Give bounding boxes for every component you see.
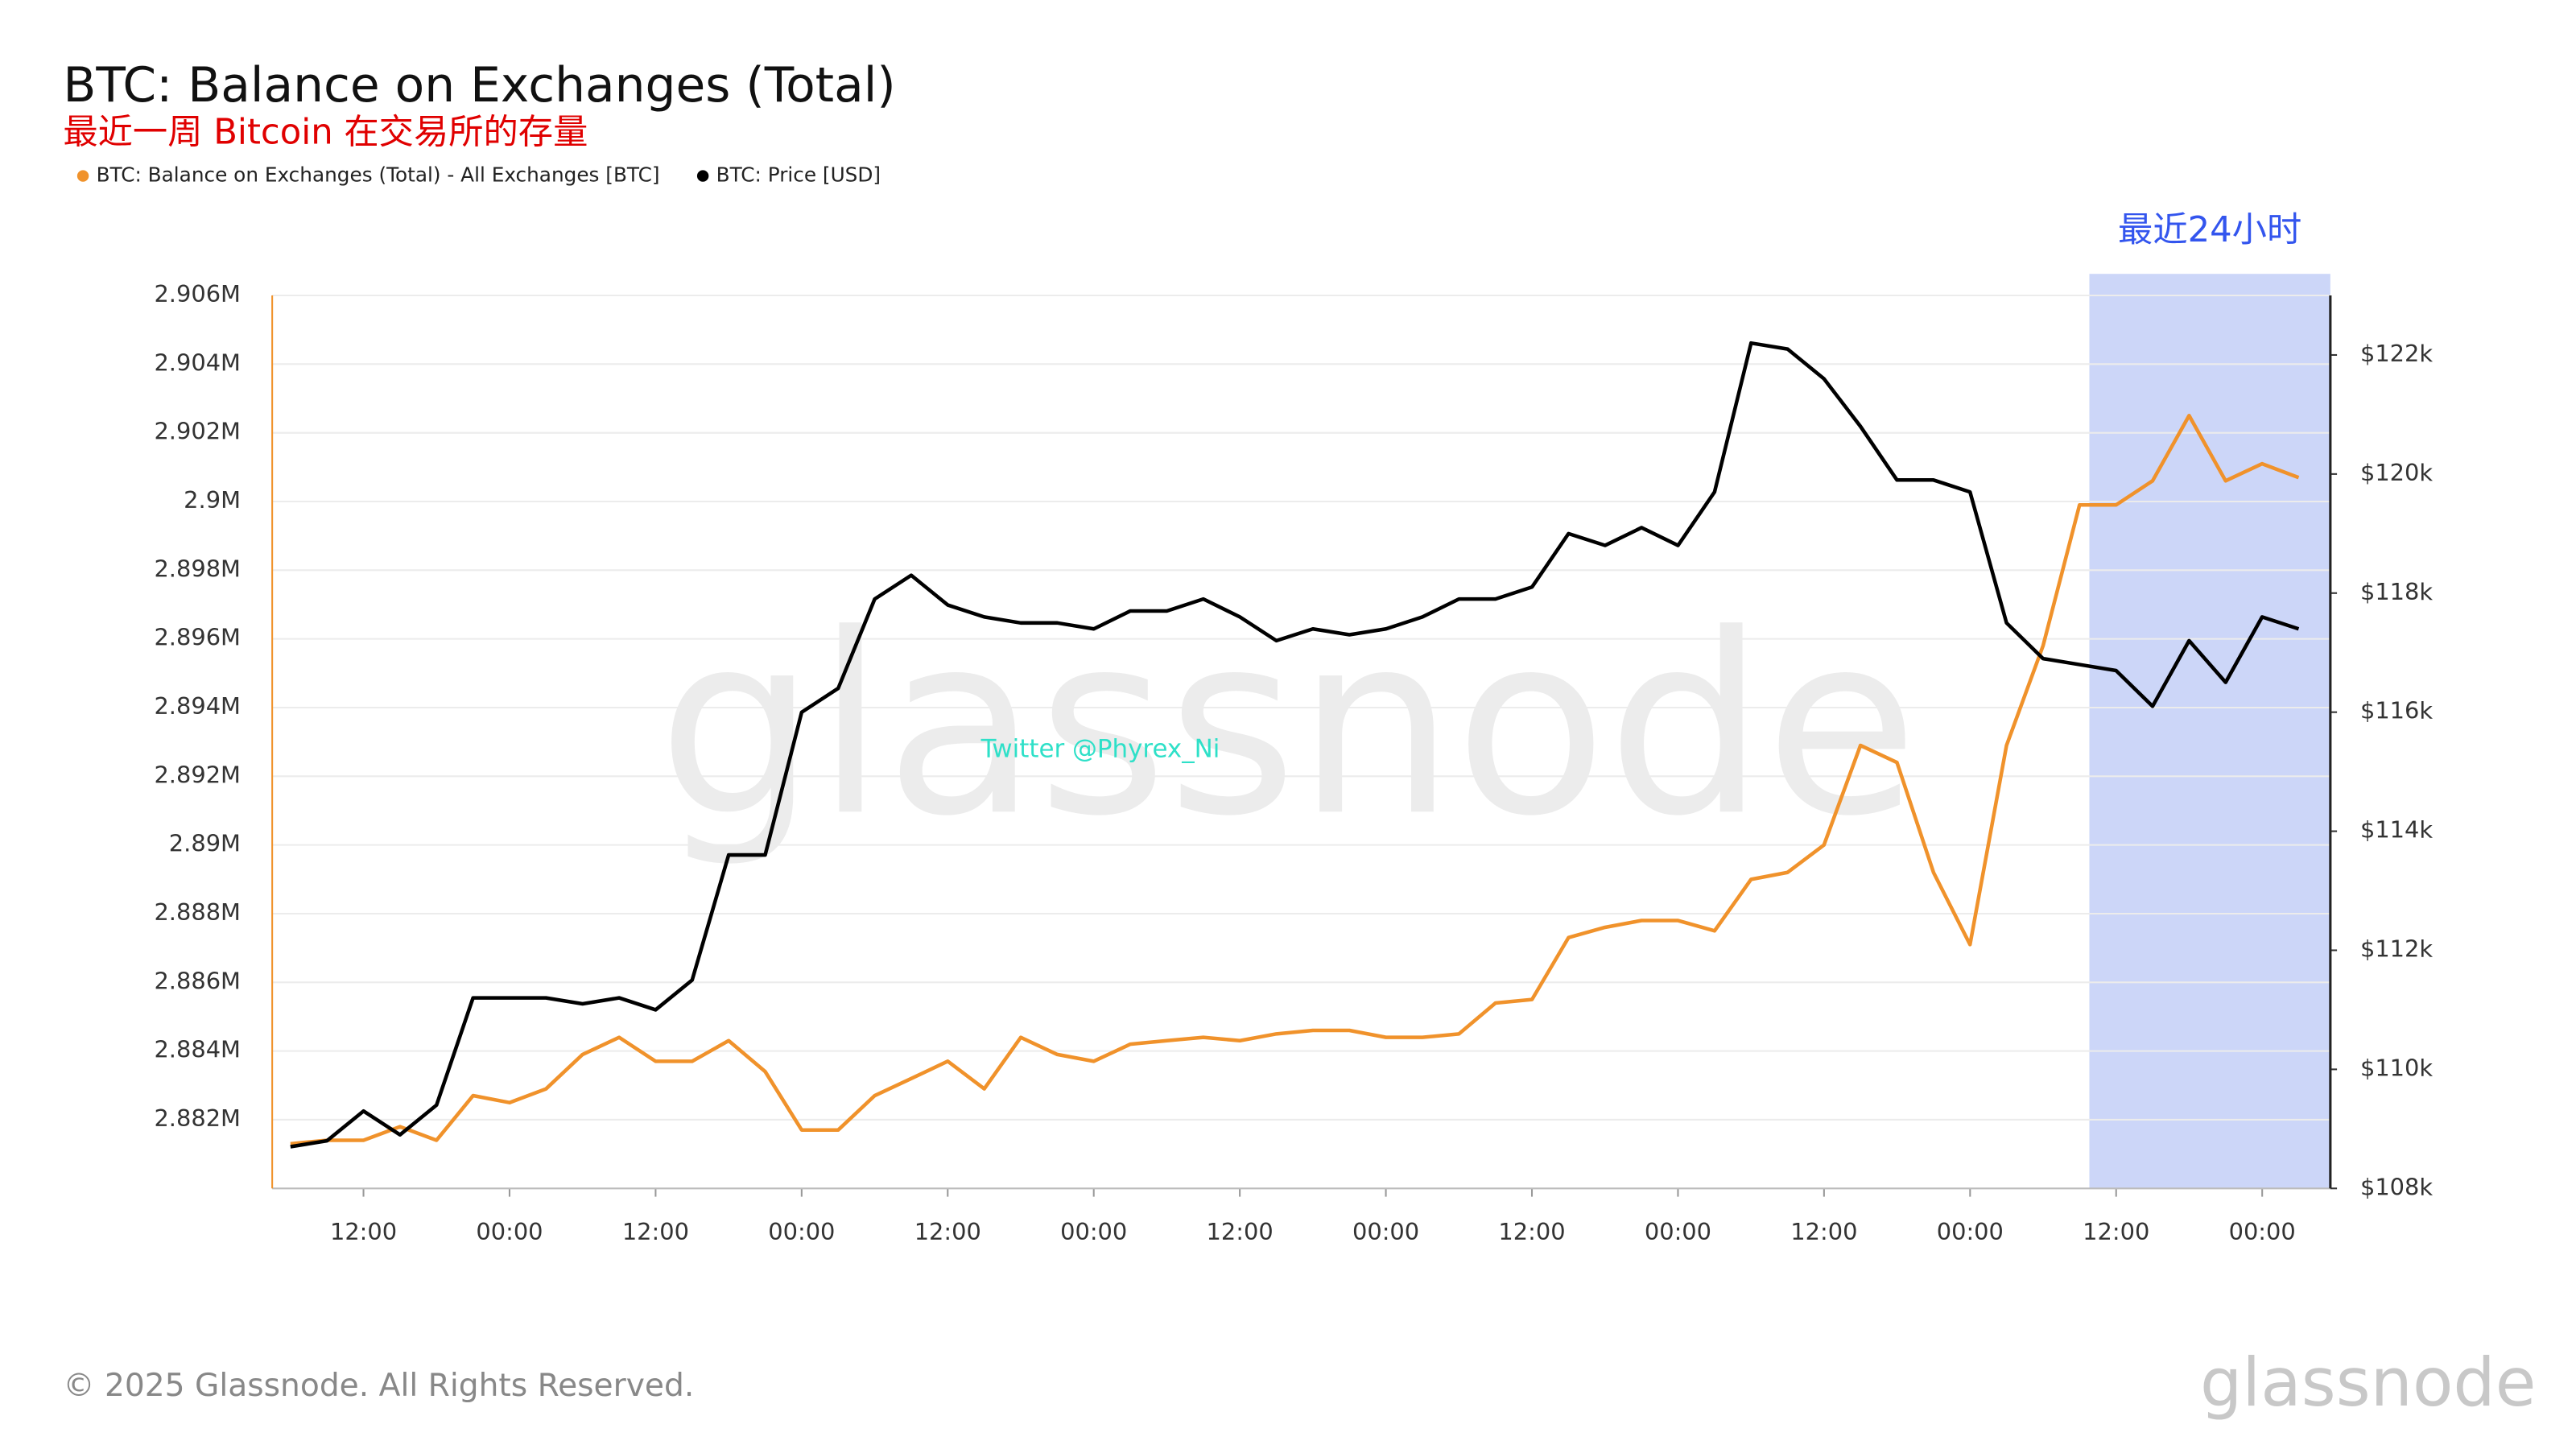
- y-tick-label: 2.894M: [154, 692, 241, 720]
- legend-marker: [696, 170, 709, 182]
- y-tick-label: 2.904M: [154, 349, 241, 376]
- chart-subtitle: 最近一周 Bitcoin 在交易所的存量: [63, 113, 588, 153]
- y-tick-label: 2.896M: [154, 624, 241, 651]
- credit-annotation: Twitter @Phyrex_Ni: [980, 734, 1220, 763]
- y-tick-label: 2.886M: [154, 967, 241, 994]
- footer: © 2025 Glassnode. All Rights Reserved.: [63, 1368, 694, 1404]
- logo: glassnode: [2200, 1344, 2537, 1422]
- y2-tick-label: $118k: [2360, 578, 2433, 605]
- y-tick-label: 2.89M: [169, 830, 241, 857]
- highlight-label: 最近24小时: [2118, 210, 2301, 250]
- highlight-band: [2089, 274, 2330, 1189]
- y2-tick-label: $108k: [2360, 1173, 2433, 1200]
- y-tick-label: 2.888M: [154, 898, 241, 926]
- y-tick-label: 2.906M: [154, 280, 241, 308]
- y2-tick-label: $122k: [2360, 340, 2433, 367]
- x-tick-label: 00:00: [1645, 1218, 1711, 1245]
- x-tick-label: 12:00: [1207, 1218, 1274, 1245]
- legend-marker: [76, 170, 89, 182]
- chart-title: BTC: Balance on Exchanges (Total): [63, 58, 895, 114]
- x-tick-label: 12:00: [2083, 1218, 2149, 1245]
- legend-label: BTC: Balance on Exchanges (Total) - All …: [97, 163, 660, 187]
- x-tick-label: 12:00: [1498, 1218, 1565, 1245]
- y-tick-label: 2.902M: [154, 418, 241, 445]
- x-tick-label: 12:00: [622, 1218, 689, 1245]
- y2-tick-label: $110k: [2360, 1054, 2433, 1081]
- y2-tick-label: $112k: [2360, 935, 2433, 962]
- x-tick-label: 12:00: [914, 1218, 981, 1245]
- series-line: [290, 414, 2300, 1146]
- x-tick-label: 00:00: [768, 1218, 835, 1245]
- x-tick-label: 12:00: [330, 1218, 397, 1245]
- x-tick-label: 00:00: [1937, 1218, 2004, 1245]
- y-tick-label: 2.882M: [154, 1104, 241, 1132]
- x-tick-label: 12:00: [1790, 1218, 1857, 1245]
- y-tick-label: 2.884M: [154, 1036, 241, 1063]
- y2-tick-label: $114k: [2360, 816, 2433, 844]
- y-tick-label: 2.892M: [154, 761, 241, 788]
- legend-label: BTC: Price [USD]: [716, 163, 881, 187]
- x-tick-label: 00:00: [1352, 1218, 1419, 1245]
- series-line: [290, 341, 2300, 1149]
- y-tick-label: 2.9M: [184, 486, 241, 514]
- y2-tick-label: $120k: [2360, 459, 2433, 486]
- x-tick-label: 00:00: [2229, 1218, 2296, 1245]
- y-tick-label: 2.898M: [154, 555, 241, 582]
- x-tick-label: 00:00: [476, 1218, 543, 1245]
- y2-tick-label: $116k: [2360, 697, 2433, 724]
- watermark: glassnode: [658, 580, 1918, 870]
- x-tick-label: 00:00: [1060, 1218, 1127, 1245]
